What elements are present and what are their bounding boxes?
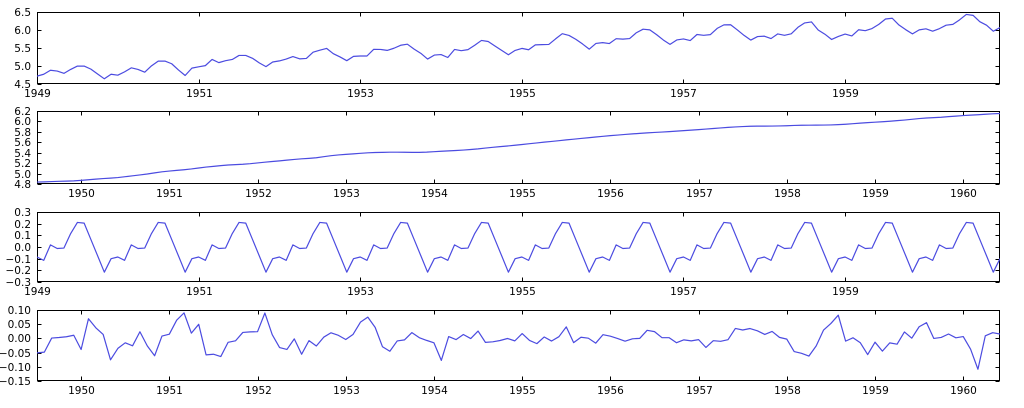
observed-line	[37, 13, 1000, 80]
seasonal-line	[37, 221, 1000, 273]
seasonal-axes-frame	[37, 212, 1000, 282]
y-tick-label: −0.3	[6, 277, 32, 289]
y-tick-label: 6.0	[14, 25, 31, 37]
x-tick-label: 1957	[686, 188, 713, 200]
y-tick-label: 0.3	[14, 207, 31, 219]
x-tick-label: 1949	[24, 88, 51, 100]
x-tick-label: 1957	[670, 286, 697, 298]
trend-plot: 1950 1951 1952 1953 1954 1955 1956 1957 1958 1959…	[14, 106, 1000, 200]
x-tick-label: 1950	[68, 385, 95, 397]
residual-axes-frame	[37, 310, 1000, 381]
y-tick-label: −0.2	[6, 265, 32, 277]
x-tick-label: 1960	[950, 188, 977, 200]
y-tick-label: 0.05	[8, 319, 31, 331]
y-tick-label: 0.0	[14, 242, 31, 254]
residual-plot: 1950 1951 1952 1953 1954 1955 1956 1957 1958 1959…	[0, 305, 1000, 397]
y-tick-label: 6.5	[14, 7, 31, 19]
x-tick-label: 1960	[950, 385, 977, 397]
x-tick-label: 1957	[686, 385, 713, 397]
x-tick-label: 1953	[347, 88, 374, 100]
x-tick-label: 1953	[333, 188, 360, 200]
y-tick-label: 5.0	[14, 61, 31, 73]
x-tick-label: 1955	[509, 286, 536, 298]
y-tick-label: 0.00	[8, 333, 31, 345]
x-tick-label: 1957	[670, 88, 697, 100]
x-tick-label: 1955	[509, 385, 536, 397]
x-tick-label: 1958	[774, 188, 801, 200]
trend-line	[37, 112, 1000, 183]
y-tick-label: 0.1	[14, 230, 31, 242]
observed-plot: 1949 1951 1953 1955 1957 1959 6.5 6.0 5.5 5.0 4.5	[14, 7, 1000, 100]
x-tick-label: 1951	[186, 286, 213, 298]
y-tick-label: 5.0	[14, 169, 31, 181]
y-tick-label: 0.10	[8, 305, 31, 317]
x-tick-label: 1959	[832, 88, 859, 100]
y-tick-label: 4.8	[14, 179, 31, 191]
y-tick-label: 0.2	[14, 219, 31, 231]
y-tick-label: 5.6	[14, 137, 31, 149]
x-tick-label: 1955	[509, 88, 536, 100]
x-tick-label: 1951	[156, 385, 183, 397]
x-tick-label: 1956	[597, 188, 624, 200]
seasonal-plot: 1949 1951 1953 1955 1957 1959 0.30.20.10.0−0.1…	[6, 207, 1000, 298]
y-tick-label: 5.2	[14, 158, 31, 170]
y-tick-label: −0.05	[0, 348, 31, 360]
x-tick-label: 1959	[862, 385, 889, 397]
y-tick-label: −0.15	[0, 376, 31, 388]
residual-line	[37, 312, 1000, 370]
x-tick-label: 1949	[24, 286, 51, 298]
x-tick-label: 1959	[832, 286, 859, 298]
y-tick-label: 5.8	[14, 127, 31, 139]
x-tick-label: 1953	[347, 286, 374, 298]
x-tick-label: 1951	[156, 188, 183, 200]
x-tick-label: 1955	[509, 188, 536, 200]
x-tick-label: 1950	[68, 188, 95, 200]
x-tick-label: 1954	[421, 188, 448, 200]
x-tick-label: 1959	[862, 188, 889, 200]
x-tick-label: 1952	[245, 188, 272, 200]
x-tick-label: 1951	[186, 88, 213, 100]
y-tick-label: −0.10	[0, 362, 31, 374]
y-tick-label: −0.1	[6, 254, 32, 266]
x-tick-label: 1953	[333, 385, 360, 397]
y-tick-label: 4.5	[14, 79, 31, 91]
trend-axes-frame	[37, 111, 1000, 184]
x-tick-label: 1958	[774, 385, 801, 397]
y-tick-label: 6.2	[14, 106, 31, 118]
y-tick-label: 5.4	[14, 148, 31, 160]
y-tick-label: 6.0	[14, 116, 31, 128]
x-tick-label: 1956	[597, 385, 624, 397]
x-tick-label: 1952	[245, 385, 272, 397]
y-tick-label: 5.5	[14, 43, 31, 55]
x-tick-label: 1954	[421, 385, 448, 397]
